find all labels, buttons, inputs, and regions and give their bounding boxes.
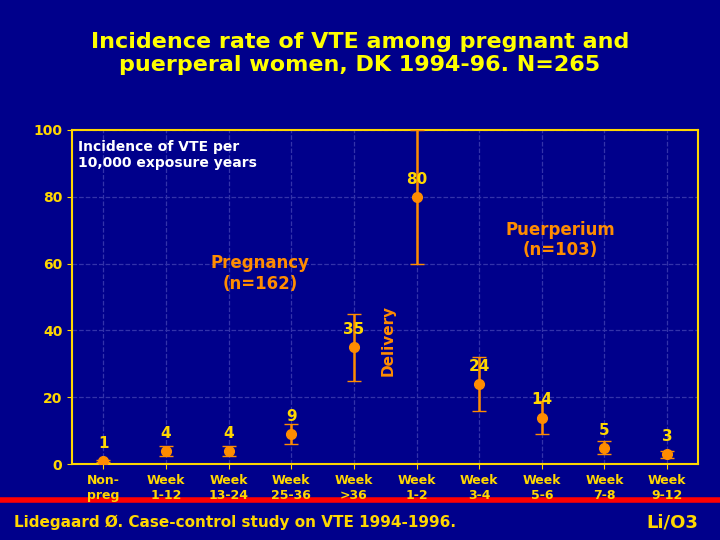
Text: Lidegaard Ø. Case-control study on VTE 1994-1996.: Lidegaard Ø. Case-control study on VTE 1… — [14, 515, 456, 530]
Text: 4: 4 — [223, 426, 234, 441]
Text: 3: 3 — [662, 429, 672, 444]
Text: 35: 35 — [343, 322, 364, 337]
Text: Puerperium
(n=103): Puerperium (n=103) — [505, 221, 616, 260]
Text: Li/O3: Li/O3 — [647, 514, 698, 531]
Text: 80: 80 — [406, 172, 427, 186]
Text: 24: 24 — [469, 359, 490, 374]
Text: Delivery: Delivery — [381, 305, 396, 376]
Text: Incidence rate of VTE among pregnant and
puerperal women, DK 1994-96. N=265: Incidence rate of VTE among pregnant and… — [91, 32, 629, 75]
Text: Incidence of VTE per
10,000 exposure years: Incidence of VTE per 10,000 exposure yea… — [78, 140, 257, 170]
Text: 14: 14 — [531, 393, 552, 408]
Text: Pregnancy
(n=162): Pregnancy (n=162) — [210, 254, 310, 293]
Text: 5: 5 — [599, 423, 610, 437]
Text: 1: 1 — [98, 436, 109, 451]
Text: 4: 4 — [161, 426, 171, 441]
Text: 9: 9 — [286, 409, 297, 424]
